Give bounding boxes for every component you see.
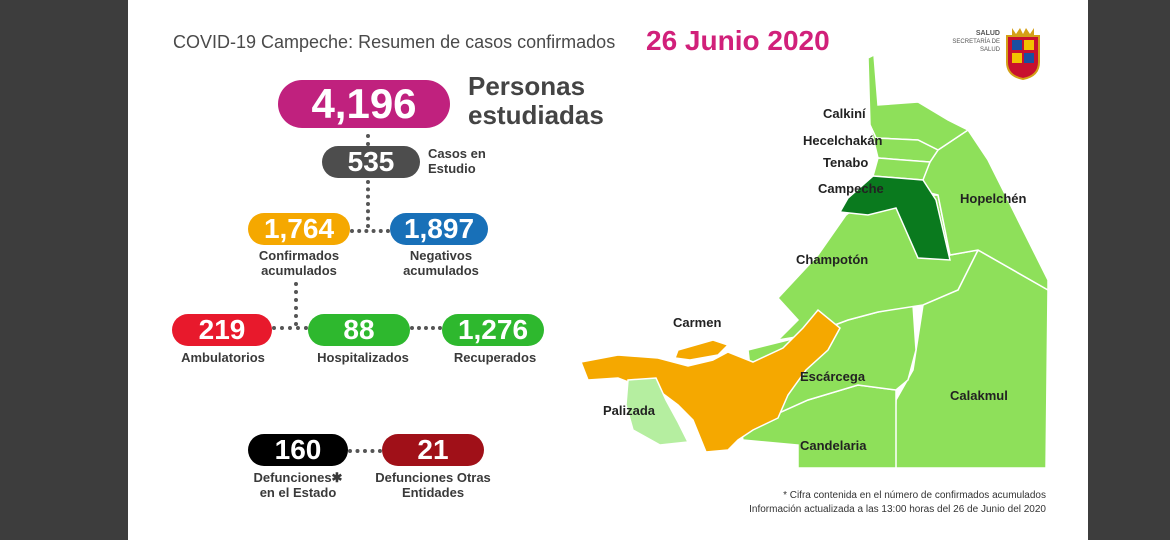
deaths-state-count-pill: 160 <box>248 434 348 466</box>
confirmed-label: Confirmados acumulados <box>258 248 340 278</box>
map-label-campeche: Campeche <box>818 181 884 196</box>
salud-logo-text: SALUD SECRETARÍA DE SALUD <box>952 30 1000 53</box>
in-study-label: Casos en Estudio <box>428 146 486 176</box>
recovered-label: Recuperados <box>453 350 537 365</box>
connector-dots <box>272 326 308 330</box>
map-label-escarcega: Escárcega <box>800 369 866 384</box>
page-title: COVID-19 Campeche: Resumen de casos conf… <box>173 32 616 52</box>
map-label-champoton: Champotón <box>796 252 868 267</box>
connector-dots <box>366 134 370 146</box>
deaths-state-label: Defunciones✱ en el Estado <box>253 470 343 500</box>
recovered-count-pill: 1,276 <box>442 314 544 346</box>
connector-dots <box>294 282 298 326</box>
deaths-other-count-pill: 21 <box>382 434 484 466</box>
map-label-calakmul: Calakmul <box>950 388 1008 403</box>
connector-dots <box>348 449 382 453</box>
right-margin <box>1088 0 1170 540</box>
report-date: 26 Junio 2020 <box>646 25 830 56</box>
ambulatory-label: Ambulatorios <box>181 350 265 365</box>
left-margin <box>0 0 128 540</box>
connector-dots <box>410 326 442 330</box>
deaths-other-label: Defunciones Otras Entidades <box>375 470 491 500</box>
map-region-palizada <box>625 377 690 446</box>
state-coat-of-arms-icon <box>1006 28 1040 80</box>
negatives-label: Negativos acumulados <box>403 248 479 278</box>
connector-dots <box>350 229 390 233</box>
infographic-card: COVID-19 Campeche: Resumen de casos conf… <box>128 0 1088 540</box>
map-label-hopelchen: Hopelchén <box>960 191 1027 206</box>
map-region-calkini <box>867 53 970 151</box>
footnote-asterisk: * Cifra contenida en el número de confir… <box>783 490 1046 501</box>
campeche-map: Calkiní Hecelchakán Tenabo Campeche Hope… <box>579 53 1049 469</box>
in-study-count-pill: 535 <box>322 146 420 178</box>
confirmed-count-pill: 1,764 <box>248 213 350 245</box>
map-label-tenabo: Tenabo <box>823 155 868 170</box>
map-label-candelaria: Candelaria <box>800 438 867 453</box>
map-region-carmen-island <box>673 339 730 361</box>
map-label-hecelchakan: Hecelchakán <box>803 133 883 148</box>
ambulatory-count-pill: 219 <box>172 314 272 346</box>
studied-label: Personas estudiadas <box>468 71 604 130</box>
map-label-calkini: Calkiní <box>823 106 866 121</box>
map-label-carmen: Carmen <box>673 315 721 330</box>
map-region-carmen <box>579 308 841 453</box>
hospitalized-label: Hospitalizados <box>317 350 409 365</box>
footnote-updated: Información actualizada a las 13:00 hora… <box>749 504 1046 515</box>
hospitalized-count-pill: 88 <box>308 314 410 346</box>
studied-count-pill: 4,196 <box>278 80 450 128</box>
connector-dots <box>366 180 370 228</box>
map-region-campeche <box>838 175 951 261</box>
negatives-count-pill: 1,897 <box>390 213 488 245</box>
map-label-palizada: Palizada <box>603 403 656 418</box>
